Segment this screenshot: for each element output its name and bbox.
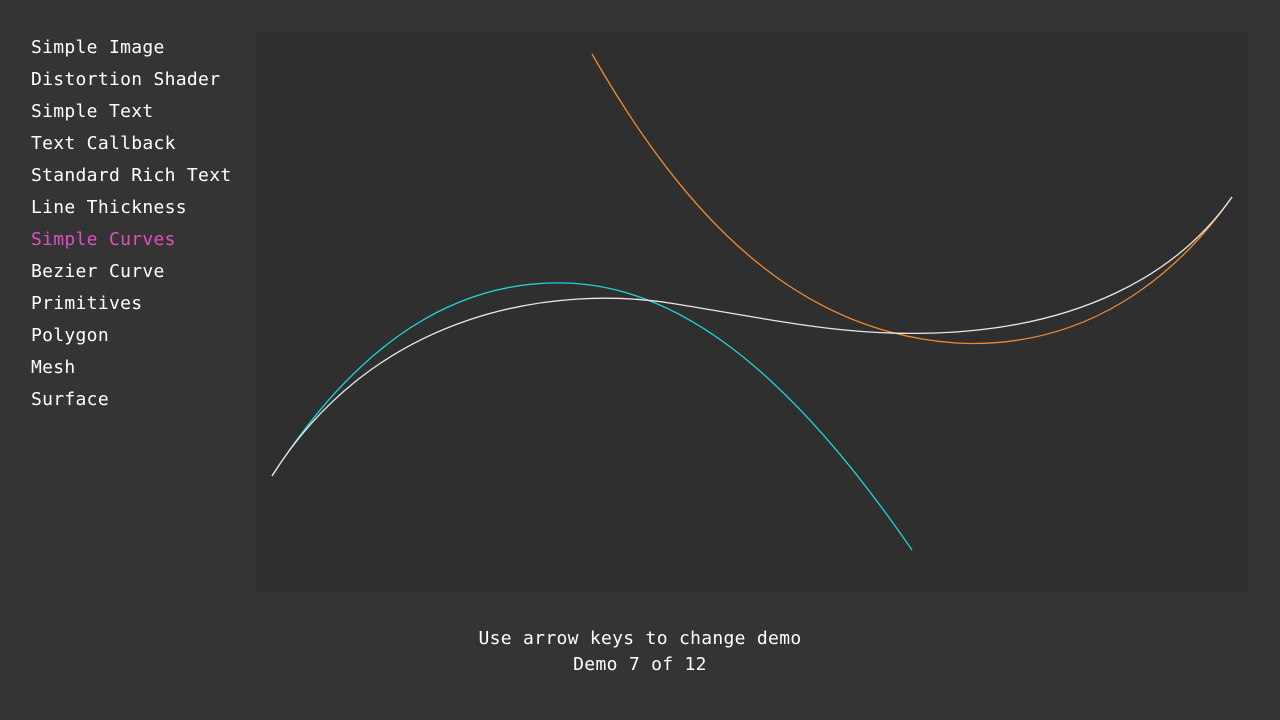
menu-item-primitives[interactable]: Primitives bbox=[31, 293, 143, 314]
menu-item-mesh[interactable]: Mesh bbox=[31, 357, 76, 378]
menu-item-text-callback[interactable]: Text Callback bbox=[31, 133, 176, 154]
menu-item-polygon[interactable]: Polygon bbox=[31, 325, 109, 346]
menu-item-bezier-curve[interactable]: Bezier Curve bbox=[31, 261, 165, 282]
menu-item-surface[interactable]: Surface bbox=[31, 389, 109, 410]
demo-menu: Simple Image Distortion Shader Simple Te… bbox=[31, 35, 231, 419]
curves-drawing bbox=[271, 53, 1233, 551]
footer-hint: Use arrow keys to change demo bbox=[478, 628, 802, 649]
white-curve bbox=[271, 196, 1233, 477]
menu-item-simple-image[interactable]: Simple Image bbox=[31, 37, 165, 58]
demo-status: Demo 7 of 12 bbox=[573, 654, 707, 675]
cyan-curve bbox=[271, 282, 913, 551]
menu-item-line-thickness[interactable]: Line Thickness bbox=[31, 197, 187, 218]
menu-item-standard-rich-text[interactable]: Standard Rich Text bbox=[31, 165, 232, 186]
footer: Use arrow keys to change demo Demo 7 of … bbox=[0, 626, 1280, 678]
demo-canvas bbox=[256, 32, 1248, 592]
menu-item-simple-curves[interactable]: Simple Curves bbox=[31, 229, 176, 250]
menu-item-distortion-shader[interactable]: Distortion Shader bbox=[31, 69, 221, 90]
menu-item-simple-text[interactable]: Simple Text bbox=[31, 101, 154, 122]
orange-curve bbox=[591, 53, 1233, 345]
